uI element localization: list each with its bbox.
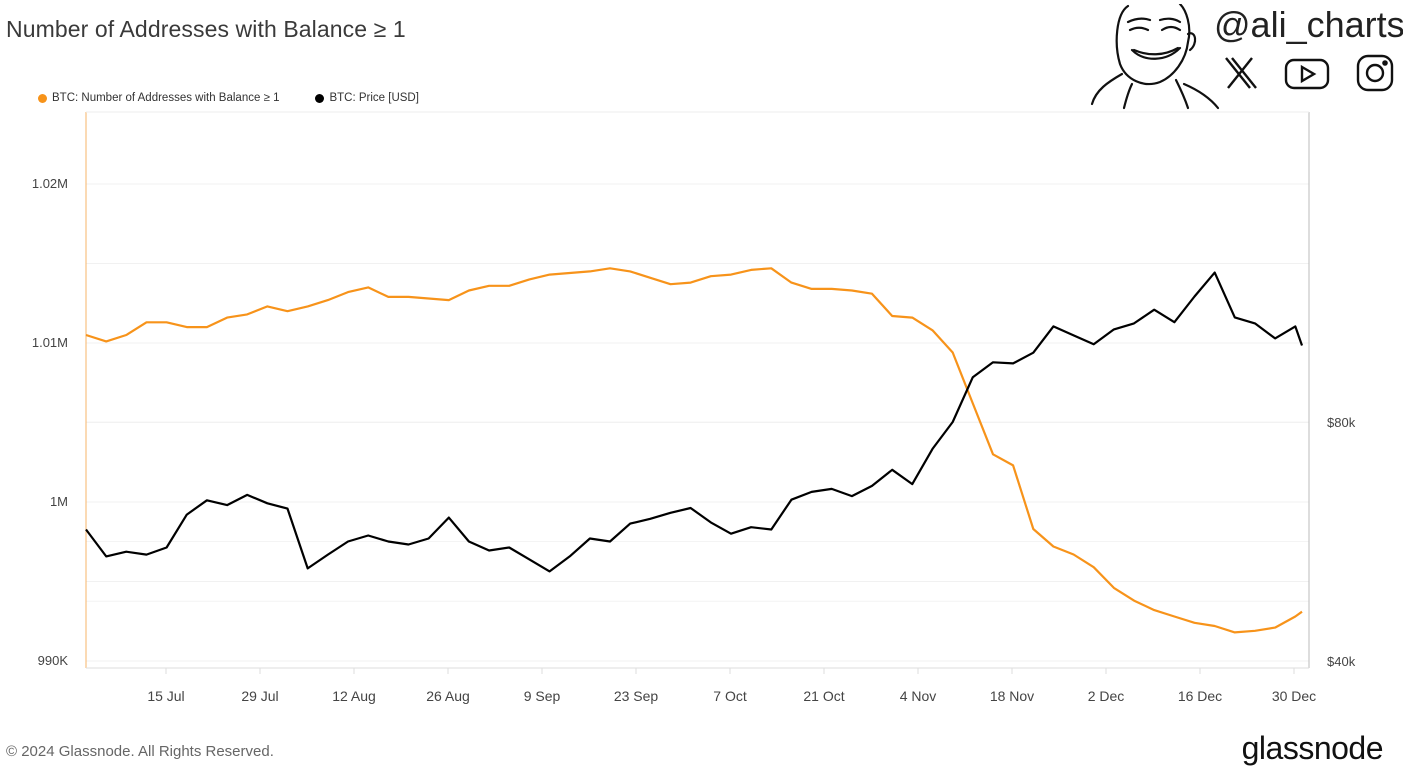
grid-lines: [86, 183, 1309, 662]
youtube-icon: [1284, 58, 1330, 90]
svg-text:1.01M: 1.01M: [32, 335, 68, 350]
svg-text:29 Jul: 29 Jul: [241, 688, 278, 704]
legend-label-price: BTC: Price [USD]: [329, 92, 419, 104]
left-y-axis-labels: 990K 1M 1.01M 1.02M: [32, 176, 68, 668]
meme-face-icon: [1090, 4, 1220, 110]
x-icon: [1225, 57, 1257, 89]
legend-dot-orange: [38, 93, 47, 103]
svg-text:9 Sep: 9 Sep: [524, 688, 561, 704]
author-handle[interactable]: @ali_charts: [1214, 4, 1403, 45]
svg-text:16 Dec: 16 Dec: [1178, 688, 1222, 704]
addresses-line: [85, 267, 1303, 634]
x-axis-labels: 15 Jul 29 Jul 12 Aug 26 Aug 9 Sep 23 Sep 7 Oct…: [147, 668, 1316, 704]
svg-text:2 Dec: 2 Dec: [1088, 688, 1125, 704]
price-line: [85, 271, 1304, 573]
svg-text:$80k: $80k: [1327, 415, 1356, 430]
svg-text:7 Oct: 7 Oct: [713, 688, 747, 704]
svg-text:1M: 1M: [50, 494, 68, 509]
copyright-text: © 2024 Glassnode. All Rights Reserved.: [6, 743, 274, 760]
legend-item-price[interactable]: BTC: Price [USD]: [315, 92, 419, 104]
svg-text:990K: 990K: [38, 653, 69, 668]
legend-dot-black: [315, 93, 325, 103]
legend-item-addresses[interactable]: BTC: Number of Addresses with Balance ≥ …: [38, 92, 279, 104]
svg-text:21 Oct: 21 Oct: [803, 688, 844, 704]
svg-text:26 Aug: 26 Aug: [426, 688, 470, 704]
svg-text:15 Jul: 15 Jul: [147, 688, 184, 704]
chart-legend: BTC: Number of Addresses with Balance ≥ …: [38, 92, 419, 104]
svg-text:18 Nov: 18 Nov: [990, 688, 1034, 704]
right-y-axis-labels: $40k $80k: [1327, 415, 1356, 669]
svg-text:30 Dec: 30 Dec: [1272, 688, 1316, 704]
svg-text:23 Sep: 23 Sep: [614, 688, 659, 704]
svg-text:12 Aug: 12 Aug: [332, 688, 376, 704]
chart-title: Number of Addresses with Balance ≥ 1: [6, 16, 406, 42]
svg-text:1.02M: 1.02M: [32, 176, 68, 191]
brand-block: [1090, 4, 1394, 110]
svg-text:4 Nov: 4 Nov: [900, 688, 937, 704]
legend-label-addresses: BTC: Number of Addresses with Balance ≥ …: [52, 92, 280, 104]
svg-text:$40k: $40k: [1327, 654, 1356, 669]
glassnode-logo: glassnode: [1241, 730, 1384, 766]
instagram-icon: [1356, 54, 1394, 92]
